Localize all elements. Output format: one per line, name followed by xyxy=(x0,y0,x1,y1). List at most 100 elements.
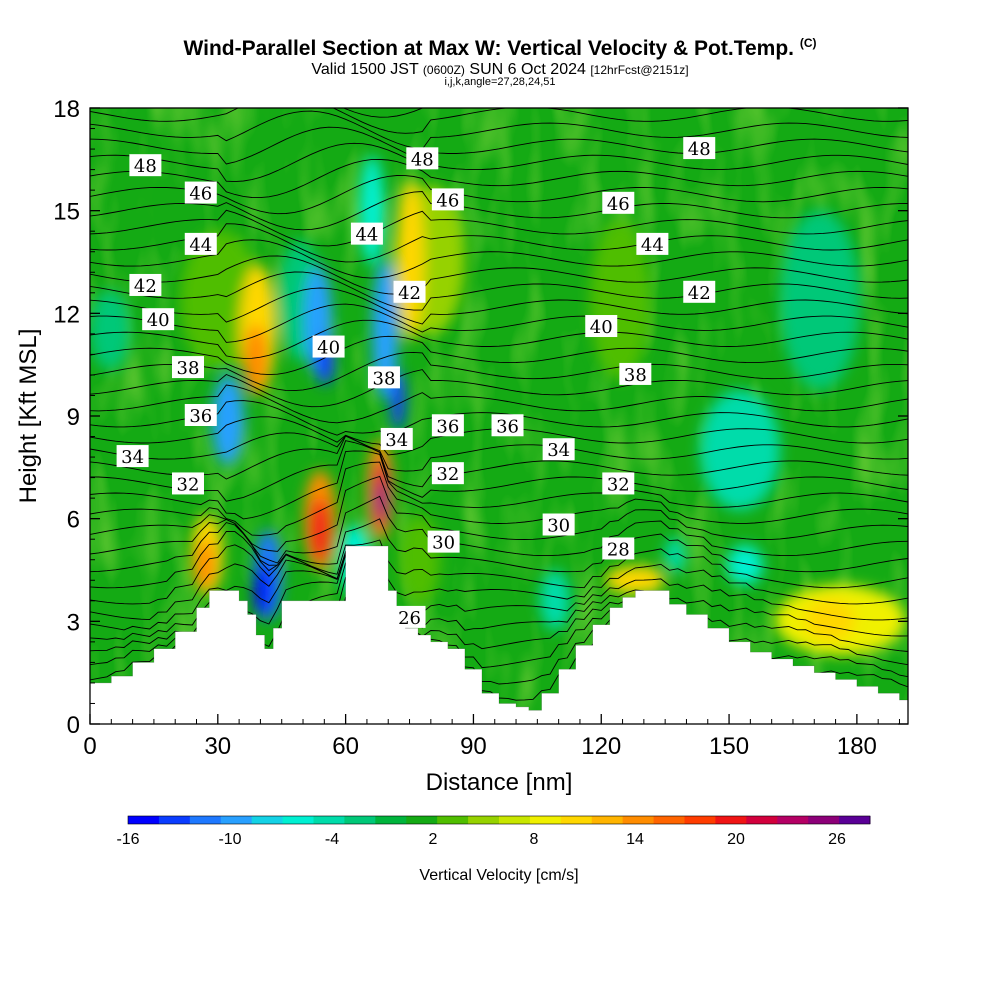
teal-streak xyxy=(360,155,384,265)
isentrope-label: 46 xyxy=(184,181,217,205)
colorbar-swatch xyxy=(437,816,469,824)
colorbar-swatch xyxy=(808,816,840,824)
isentrope-label-text: 36 xyxy=(496,416,519,437)
colorbar-swatch xyxy=(468,816,500,824)
isentrope-line xyxy=(90,435,908,488)
isentrope-line xyxy=(90,475,908,552)
isentrope-label: 40 xyxy=(312,335,345,359)
isentrope-line xyxy=(90,518,908,573)
x-axis-title: Distance [nm] xyxy=(426,769,573,796)
isentrope-label-text: 48 xyxy=(134,156,157,177)
isentrope-label-text: 32 xyxy=(177,474,200,495)
colorbar-swatch xyxy=(746,816,778,824)
colorbar-swatch xyxy=(251,816,284,824)
terrain-mask xyxy=(90,546,908,724)
colorbar-tick-label: 20 xyxy=(727,831,745,848)
colorbar xyxy=(127,815,871,825)
colorbar-swatch xyxy=(684,816,716,824)
terrain-edge xyxy=(90,545,908,711)
isentrope-label-text: 46 xyxy=(607,194,630,215)
isentrope-label-box xyxy=(116,445,149,468)
colorbar-swatch xyxy=(189,816,222,824)
isentrope-label: 44 xyxy=(350,222,383,246)
isentrope-label-text: 36 xyxy=(436,416,459,437)
isentrope-label-box xyxy=(683,280,716,303)
chart-title-text: Wind-Parallel Section at Max W: Vertical… xyxy=(183,37,794,60)
isentrope-line xyxy=(90,142,908,183)
y-tick-label: 6 xyxy=(67,507,80,534)
colorbar-swatch xyxy=(282,816,314,824)
teal-blob xyxy=(780,210,860,390)
colorbar-ticks: -16 -10 -4 2 8 14 20 26 xyxy=(116,831,846,848)
isentrope-label-text: 42 xyxy=(688,283,711,304)
isentrope-label: 32 xyxy=(431,462,464,485)
downdraft-blue xyxy=(372,260,398,400)
isentrope-label: 36 xyxy=(491,414,524,437)
y-tick-label: 9 xyxy=(67,404,80,431)
isentrope-label-text: 38 xyxy=(624,365,647,386)
isentrope-label-box xyxy=(406,147,439,170)
isentrope-label-box xyxy=(393,605,426,628)
isentrope-label: 42 xyxy=(129,273,162,297)
downdraft-core xyxy=(254,562,272,618)
isentrope-label-box xyxy=(491,414,524,437)
teal-blob xyxy=(700,390,780,510)
isentrope-line xyxy=(90,126,908,165)
colorbar-tick-label: -16 xyxy=(116,831,139,848)
isentrope-label: 38 xyxy=(619,362,652,386)
downdraft-blue xyxy=(212,375,244,465)
colorbar-swatch xyxy=(499,816,531,824)
isentrope-label-text: 40 xyxy=(147,310,170,331)
isentrope-lines xyxy=(90,108,908,701)
colorbar-tick-label: 8 xyxy=(530,831,539,848)
isentrope-label-text: 44 xyxy=(189,235,212,256)
isentrope-label-box xyxy=(171,472,204,495)
subtitle-forecast: [12hrFcst@2151z] xyxy=(590,63,689,77)
isentrope-label-text: 34 xyxy=(547,440,570,461)
isentrope-label: 46 xyxy=(602,191,635,215)
isentrope-line xyxy=(90,384,908,424)
chart-subtitle: Valid 1500 JST (0600Z) SUN 6 Oct 2024 [1… xyxy=(0,61,1000,79)
subtitle-valid: Valid 1500 JST xyxy=(311,61,419,78)
isentrope-line xyxy=(90,450,908,520)
updraft-yellow xyxy=(805,600,855,640)
colorbar-title: Vertical Velocity [cm/s] xyxy=(419,867,578,884)
isentrope-label: 48 xyxy=(683,137,716,160)
x-tick-label: 0 xyxy=(83,733,96,760)
updraft-red xyxy=(310,498,330,562)
isentrope-label-box xyxy=(602,472,635,495)
isentrope-label: 38 xyxy=(171,356,204,379)
isentrope-label-box xyxy=(431,188,464,211)
colorbar-swatch xyxy=(128,816,160,824)
isentrope-label-text: 34 xyxy=(385,430,408,451)
isentrope-label: 32 xyxy=(602,472,635,495)
colorbar-swatch xyxy=(653,816,685,824)
isentrope-label-box xyxy=(602,191,635,214)
isentrope-label-text: 30 xyxy=(432,533,455,554)
isentrope-line xyxy=(90,108,908,134)
isentrope-label: 44 xyxy=(636,232,669,256)
isentrope-line xyxy=(90,209,908,247)
isentrope-line xyxy=(90,175,908,215)
isentrope-line xyxy=(90,544,908,605)
isentrope-label-text: 48 xyxy=(411,149,434,170)
colorbar-swatch xyxy=(560,816,593,824)
isentrope-line xyxy=(90,369,908,408)
isentrope-label: 30 xyxy=(427,530,460,554)
x-tick-label: 30 xyxy=(204,733,231,760)
light-green-blob xyxy=(400,515,440,605)
isentrope-label: 34 xyxy=(542,438,575,461)
isentrope-label-box xyxy=(129,273,162,296)
isentrope-label: 36 xyxy=(184,404,217,427)
y-axis-title: Height [Kft MSL] xyxy=(15,329,42,504)
colorbar-swatch xyxy=(406,816,438,824)
isentrope-label-text: 32 xyxy=(607,474,630,495)
isentrope-label: 34 xyxy=(116,445,149,468)
isentrope-line xyxy=(90,255,908,295)
isentrope-label-box xyxy=(542,438,575,461)
chart-title-mark: (C) xyxy=(799,36,817,50)
isentrope-label-box xyxy=(312,335,345,358)
y-tick-label: 0 xyxy=(67,712,80,739)
colorbar-swatch xyxy=(715,816,747,824)
